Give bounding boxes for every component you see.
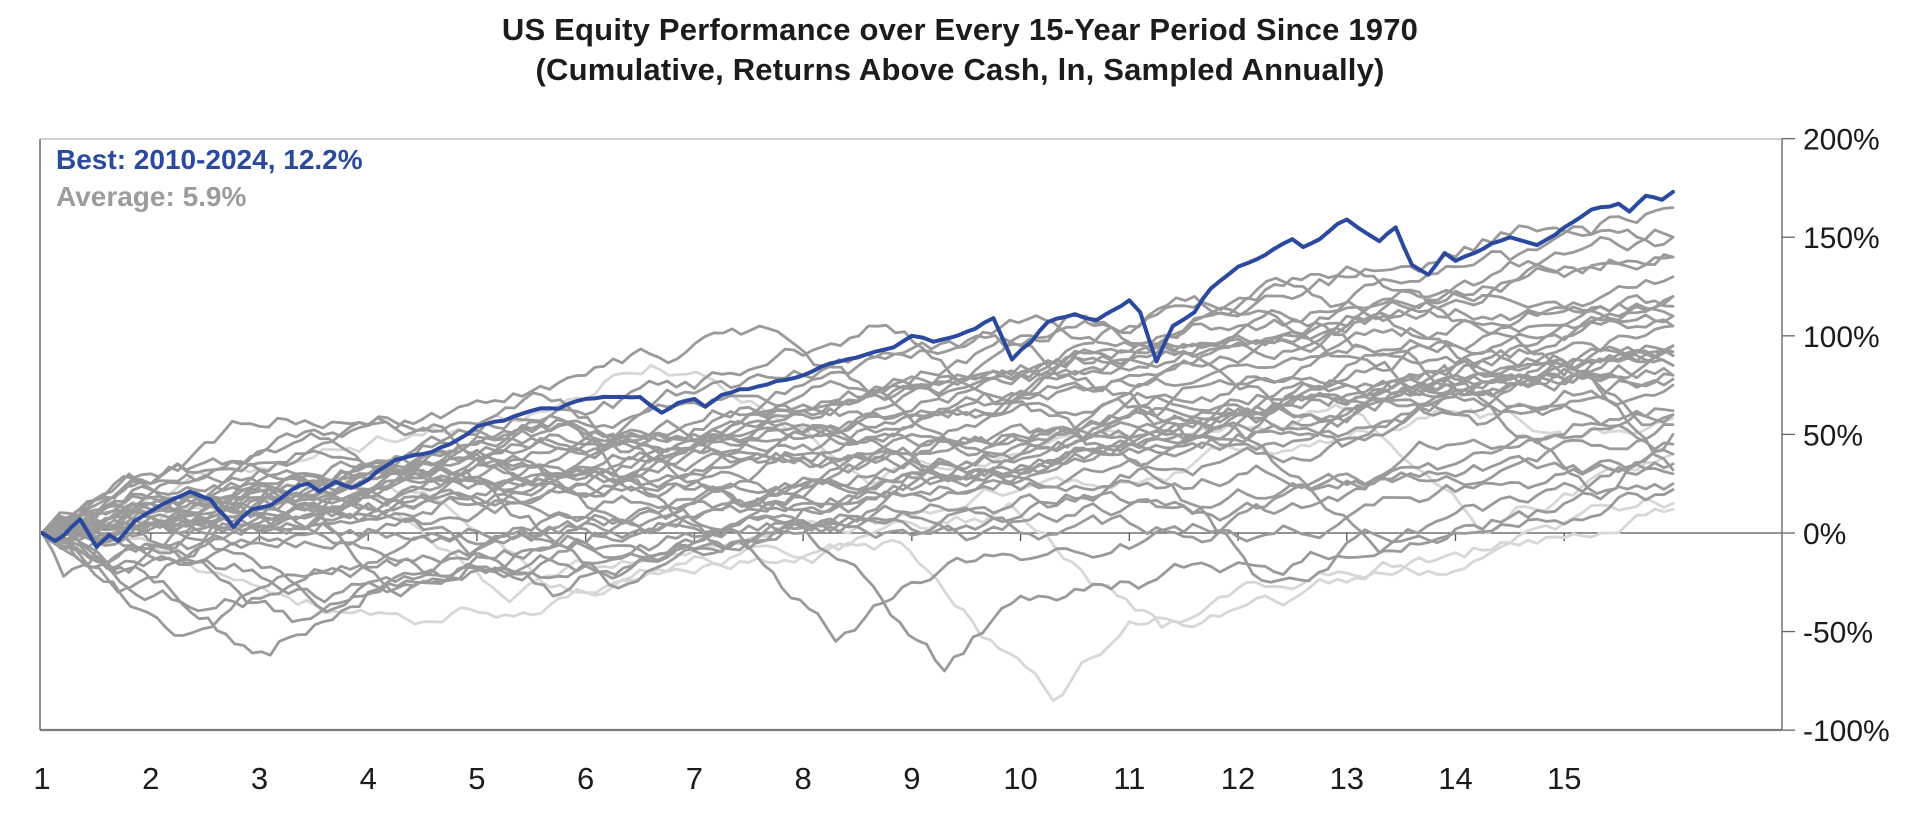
x-axis-tick-label: 9 [903, 761, 920, 796]
gray-series-line [40, 323, 1675, 543]
x-axis-tick-label: 13 [1330, 761, 1364, 796]
y-axis-tick-label: 150% [1803, 222, 1880, 255]
gray-series-line [40, 461, 1675, 643]
gray-series-line [40, 348, 1675, 624]
y-axis-tick-label: 50% [1803, 419, 1863, 452]
gray-series-line [40, 488, 1675, 673]
gray-series-line [40, 275, 1675, 564]
gray-series-line [40, 294, 1675, 535]
x-axis-tick-label: 6 [577, 761, 594, 796]
y-axis-tick-label: 0% [1803, 518, 1846, 551]
gray-series-line [40, 448, 1675, 614]
x-axis-tick-label: 1 [33, 761, 50, 796]
gray-series-line [40, 294, 1675, 535]
y-axis-tick-label: 200% [1803, 124, 1880, 157]
y-axis-tick-label: -100% [1803, 715, 1890, 748]
x-axis-tick-label: 7 [686, 761, 703, 796]
y-axis-tick-label: -50% [1803, 617, 1873, 650]
gray-series-line [40, 377, 1675, 598]
x-axis-tick-label: 15 [1547, 761, 1581, 796]
x-axis-tick-label: 4 [360, 761, 377, 796]
gray-series-line [40, 324, 1675, 637]
gray-series-line [40, 423, 1675, 657]
gray-series-line [40, 313, 1675, 539]
x-axis-tick-label: 8 [794, 761, 811, 796]
gray-series-line-light [40, 363, 1675, 535]
gray-series-line [40, 304, 1675, 535]
best-series-line [40, 189, 1675, 549]
series-group [40, 189, 1675, 702]
x-axis-tick-label: 10 [1003, 761, 1037, 796]
gray-series-line [40, 225, 1675, 535]
average-annotation: Average: 5.9% [56, 181, 247, 212]
x-axis-tick-label: 5 [468, 761, 485, 796]
gray-series-line [40, 355, 1675, 551]
chart-subtitle: (Cumulative, Returns Above Cash, ln, Sam… [535, 52, 1385, 87]
gray-series-line [40, 391, 1675, 555]
gray-series-line [40, 276, 1675, 564]
x-axis-tick-label: 3 [251, 761, 268, 796]
x-axis-tick-label: 14 [1438, 761, 1472, 796]
chart-title: US Equity Performance over Every 15-Year… [501, 12, 1419, 47]
x-axis-tick-label: 12 [1221, 761, 1255, 796]
gray-series-line [40, 333, 1675, 536]
chart-title-block: US Equity Performance over Every 15-Year… [0, 10, 1920, 90]
gray-series-line [40, 324, 1675, 535]
x-axis-tick-label: 2 [142, 761, 159, 796]
y-axis-tick-label: 100% [1803, 321, 1880, 354]
x-axis-tick-label: 11 [1113, 761, 1145, 796]
best-period-annotation: Best: 2010-2024, 12.2% [56, 144, 363, 175]
